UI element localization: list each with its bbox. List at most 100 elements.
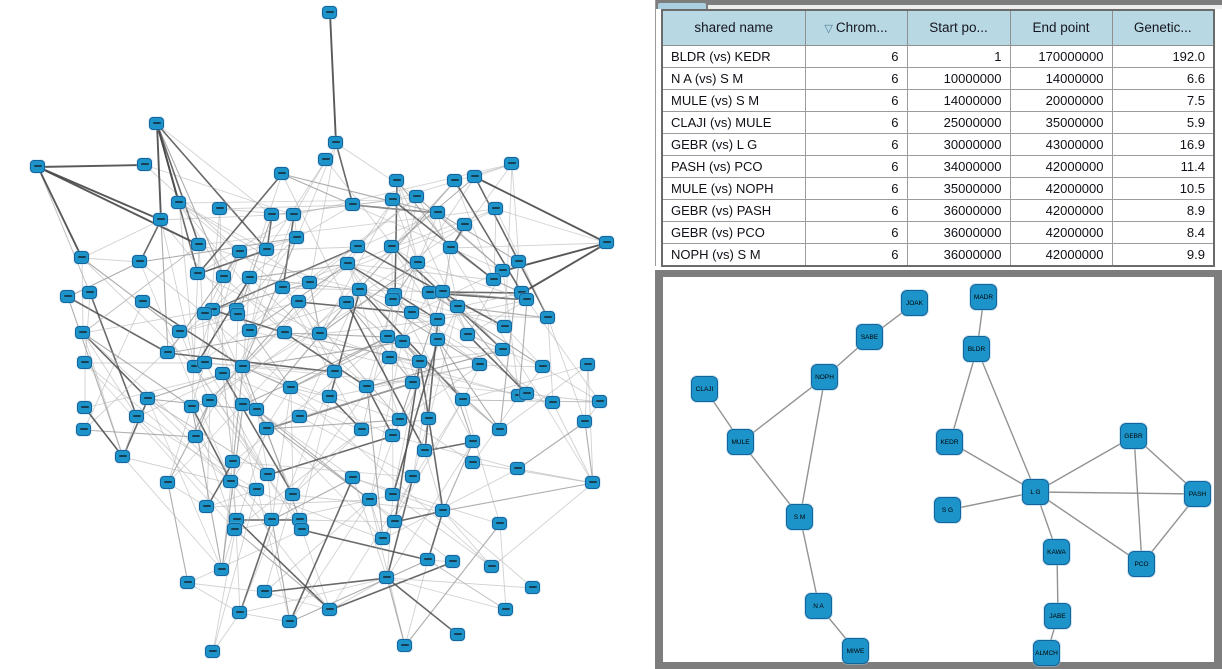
network-node[interactable] (379, 571, 394, 584)
network-node[interactable] (409, 190, 424, 203)
detail-node-noph[interactable]: NOPH (811, 364, 838, 390)
table-row[interactable]: CLAJI (vs) MULE 6 25000000 35000000 5.9 (661, 110, 1215, 134)
network-node[interactable] (60, 290, 75, 303)
table-row[interactable]: MULE (vs) S M 6 14000000 20000000 7.5 (661, 88, 1215, 112)
table-row[interactable]: GEBR (vs) L G 6 30000000 43000000 16.9 (661, 132, 1215, 156)
detail-node-gebr[interactable]: GEBR (1120, 423, 1147, 449)
table-row[interactable]: BLDR (vs) KEDR 6 1 170000000 192.0 (661, 44, 1215, 68)
network-node[interactable] (292, 513, 307, 526)
network-node[interactable] (511, 255, 526, 268)
network-node[interactable] (230, 308, 245, 321)
table-cell[interactable]: BLDR (vs) KEDR (661, 44, 806, 68)
network-node[interactable] (215, 367, 230, 380)
table-cell[interactable]: 6 (804, 110, 908, 134)
network-node[interactable] (140, 392, 155, 405)
network-node[interactable] (275, 281, 290, 294)
network-node[interactable] (465, 456, 480, 469)
network-node[interactable] (404, 306, 419, 319)
table-cell[interactable]: 10.5 (1111, 176, 1215, 200)
network-node[interactable] (223, 475, 238, 488)
network-node[interactable] (227, 523, 242, 536)
network-node[interactable] (384, 240, 399, 253)
detail-node-miwe[interactable]: MIWE (842, 638, 869, 664)
table-cell[interactable]: 8.9 (1111, 198, 1215, 222)
network-node[interactable] (447, 174, 462, 187)
network-node[interactable] (242, 271, 257, 284)
network-node[interactable] (191, 238, 206, 251)
network-node[interactable] (450, 300, 465, 313)
network-node[interactable] (420, 553, 435, 566)
network-node[interactable] (385, 429, 400, 442)
network-node[interactable] (264, 513, 279, 526)
detail-node-joak[interactable]: JOAK (901, 290, 928, 316)
network-node[interactable] (467, 170, 482, 183)
network-node[interactable] (339, 296, 354, 309)
network-node[interactable] (430, 206, 445, 219)
network-node[interactable] (202, 394, 217, 407)
network-node[interactable] (495, 343, 510, 356)
network-node[interactable] (115, 450, 130, 463)
table-cell[interactable]: 10000000 (906, 66, 1011, 90)
table-cell[interactable]: CLAJI (vs) MULE (661, 110, 806, 134)
network-node[interactable] (328, 136, 343, 149)
network-node[interactable] (137, 158, 152, 171)
network-node[interactable] (387, 515, 402, 528)
network-node[interactable] (455, 393, 470, 406)
network-node[interactable] (389, 174, 404, 187)
table-cell[interactable]: GEBR (vs) L G (661, 132, 806, 156)
network-node[interactable] (292, 410, 307, 423)
table-cell[interactable]: 43000000 (1009, 132, 1113, 156)
detail-node-claji[interactable]: CLAJI (691, 376, 718, 402)
network-node[interactable] (385, 293, 400, 306)
network-node[interactable] (318, 153, 333, 166)
network-node[interactable] (259, 422, 274, 435)
network-node[interactable] (199, 500, 214, 513)
network-node[interactable] (585, 476, 600, 489)
table-cell[interactable]: 35000000 (906, 176, 1011, 200)
table-cell[interactable]: 170000000 (1009, 44, 1113, 68)
network-node[interactable] (77, 401, 92, 414)
network-node[interactable] (74, 251, 89, 264)
column-header-chromosome[interactable]: ▽ Chrom... (804, 9, 908, 46)
detail-node-jabe[interactable]: JABE (1044, 603, 1071, 629)
network-node[interactable] (197, 356, 212, 369)
column-header-genetic[interactable]: Genetic... (1111, 9, 1215, 46)
table-cell[interactable]: 16.9 (1111, 132, 1215, 156)
network-node[interactable] (362, 493, 377, 506)
network-node[interactable] (197, 307, 212, 320)
network-node[interactable] (171, 196, 186, 209)
network-node[interactable] (184, 400, 199, 413)
table-cell[interactable]: 42000000 (1009, 154, 1113, 178)
network-node[interactable] (417, 444, 432, 457)
network-node[interactable] (260, 468, 275, 481)
table-cell[interactable]: 6 (804, 242, 908, 266)
table-cell[interactable]: 42000000 (1009, 176, 1113, 200)
network-node[interactable] (421, 412, 436, 425)
table-cell[interactable]: 30000000 (906, 132, 1011, 156)
table-row[interactable]: NOPH (vs) S M 6 36000000 42000000 9.9 (661, 242, 1215, 266)
table-cell[interactable]: 1 (906, 44, 1011, 68)
network-node[interactable] (327, 365, 342, 378)
network-node[interactable] (519, 293, 534, 306)
network-node[interactable] (312, 327, 327, 340)
network-node[interactable] (392, 413, 407, 426)
network-node[interactable] (350, 240, 365, 253)
network-node[interactable] (492, 517, 507, 530)
column-header-start-point[interactable]: Start po... (906, 9, 1011, 46)
table-cell[interactable]: 36000000 (906, 198, 1011, 222)
network-node[interactable] (322, 603, 337, 616)
table-cell[interactable]: 9.9 (1111, 242, 1215, 266)
column-header-end-point[interactable]: End point (1009, 9, 1113, 46)
network-node[interactable] (580, 358, 595, 371)
network-node[interactable] (274, 167, 289, 180)
network-node[interactable] (410, 256, 425, 269)
table-cell[interactable]: 35000000 (1009, 110, 1113, 134)
table-cell[interactable]: N A (vs) S M (661, 66, 806, 90)
table-row[interactable]: MULE (vs) NOPH 6 35000000 42000000 10.5 (661, 176, 1215, 200)
network-node[interactable] (129, 410, 144, 423)
network-node[interactable] (225, 455, 240, 468)
table-cell[interactable]: 6 (804, 176, 908, 200)
table-cell[interactable]: 192.0 (1111, 44, 1215, 68)
table-cell[interactable]: 6 (804, 154, 908, 178)
table-cell[interactable]: NOPH (vs) S M (661, 242, 806, 266)
